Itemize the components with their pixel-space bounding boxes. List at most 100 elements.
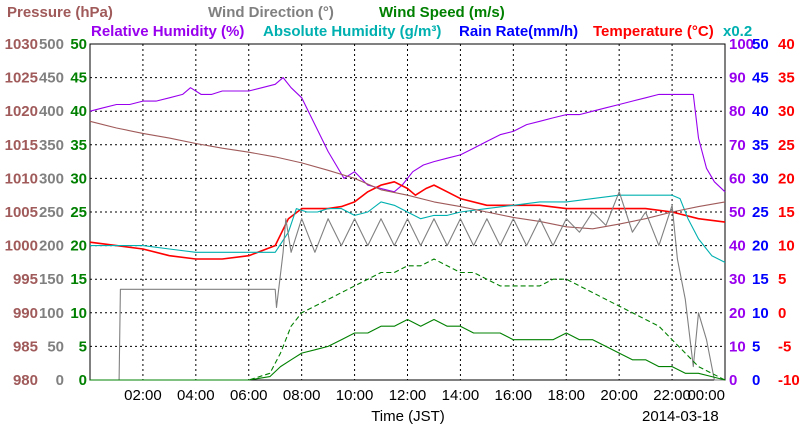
- y-tick-label-wind-speed: 20: [70, 238, 87, 255]
- y-tick-label-pressure: 980: [13, 372, 38, 389]
- x-tick-label: 08:00: [283, 387, 321, 404]
- y-tick-label-relative-humidity: 70: [729, 137, 746, 154]
- y-tick-label-relative-humidity: 50: [729, 204, 746, 221]
- y-tick-label-wind-speed: 50: [70, 36, 87, 53]
- y-tick-label-wind-speed: 5: [79, 338, 87, 355]
- y-tick-label-pressure: 995: [13, 271, 38, 288]
- y-tick-label-rain-rate: 20: [752, 238, 769, 255]
- y-tick-label-wind-direction: 150: [39, 271, 64, 288]
- x-tick-label: 22:00: [653, 387, 691, 404]
- y-tick-label-rain-rate: 25: [752, 204, 769, 221]
- y-axes: 9809859909951000100510101015102010251030…: [5, 36, 800, 389]
- y-tick-label-pressure: 1000: [5, 238, 38, 255]
- y-tick-label-rain-rate: 5: [752, 338, 760, 355]
- y-tick-label-pressure: 1015: [5, 137, 38, 154]
- y-tick-label-pressure: 1030: [5, 36, 38, 53]
- y-tick-label-wind-direction: 400: [39, 103, 64, 120]
- y-tick-label-wind-speed: 45: [70, 70, 87, 87]
- series-line: [89, 120, 726, 230]
- y-tick-label-wind-direction: 250: [39, 204, 64, 221]
- x-tick-label: 20:00: [600, 387, 638, 404]
- x-tick-label: 00:00: [687, 387, 725, 404]
- x-tick-label: 12:00: [389, 387, 427, 404]
- y-tick-label-wind-speed: 15: [70, 271, 87, 288]
- series-line: [90, 258, 726, 381]
- y-tick-label-relative-humidity: 30: [729, 271, 746, 288]
- y-tick-label-rain-rate: 45: [752, 70, 769, 87]
- y-tick-label-relative-humidity: 80: [729, 103, 746, 120]
- series-line: [90, 191, 725, 381]
- y-tick-label-relative-humidity: 10: [729, 338, 746, 355]
- y-tick-label-wind-direction: 350: [39, 137, 64, 154]
- y-tick-label-wind-direction: 450: [39, 70, 64, 87]
- x-axis-label: Time (JST): [371, 408, 445, 425]
- y-tick-label-pressure: 990: [13, 305, 38, 322]
- y-tick-label-relative-humidity: 100: [729, 36, 754, 53]
- y-tick-label-wind-direction: 100: [39, 305, 64, 322]
- series-line: [90, 318, 726, 381]
- y-tick-label-wind-speed: 30: [70, 170, 87, 187]
- y-tick-label-temperature: 10: [778, 238, 795, 255]
- legend-wind-direction: Wind Direction (°): [208, 4, 334, 21]
- y-tick-label-wind-speed: 40: [70, 103, 87, 120]
- y-tick-label-pressure: 1025: [5, 70, 38, 87]
- y-tick-label-wind-direction: 0: [56, 372, 64, 389]
- legend-rain-rate: Rain Rate(mm/h): [459, 23, 578, 40]
- y-tick-label-temperature: 25: [778, 137, 795, 154]
- series-line: [90, 194, 726, 263]
- x-tick-label: 06:00: [230, 387, 268, 404]
- x-tick-label: 10:00: [336, 387, 374, 404]
- legend-pressure: Pressure (hPa): [7, 4, 113, 21]
- x-tick-label: 14:00: [442, 387, 480, 404]
- y-tick-label-temperature: 15: [778, 204, 795, 221]
- x-tick-label: 16:00: [495, 387, 533, 404]
- chart-date: 2014-03-18: [642, 408, 719, 425]
- x-tick-label: 04:00: [177, 387, 215, 404]
- y-tick-label-temperature: 20: [778, 170, 795, 187]
- y-tick-label-rain-rate: 10: [752, 305, 769, 322]
- x-tick-label: 02:00: [124, 387, 162, 404]
- y-tick-label-pressure: 1010: [5, 170, 38, 187]
- y-tick-label-temperature: 0: [778, 305, 786, 322]
- y-tick-label-rain-rate: 15: [752, 271, 769, 288]
- y-tick-label-temperature: -10: [778, 372, 800, 389]
- series-line: [89, 181, 726, 260]
- y-tick-label-wind-direction: 50: [47, 338, 64, 355]
- y-tick-label-temperature: 35: [778, 70, 795, 87]
- y-tick-label-relative-humidity: 60: [729, 170, 746, 187]
- y-tick-label-temperature: 40: [778, 36, 795, 53]
- y-tick-label-relative-humidity: 90: [729, 70, 746, 87]
- y-tick-label-temperature: 30: [778, 103, 795, 120]
- y-tick-label-wind-direction: 500: [39, 36, 64, 53]
- y-tick-label-wind-speed: 25: [70, 204, 87, 221]
- x-tick-label: 18:00: [547, 387, 585, 404]
- y-tick-label-wind-direction: 300: [39, 170, 64, 187]
- grid: [90, 44, 725, 380]
- y-tick-label-pressure: 1020: [5, 103, 38, 120]
- x-axis: 02:00 04:00 06:00 08:00 10:00 12:00 14:00 16:00…: [124, 387, 725, 404]
- series-lines: [89, 77, 726, 381]
- y-tick-label-wind-speed: 0: [79, 372, 87, 389]
- legend-abs-scale: x0.2: [723, 23, 752, 40]
- y-tick-label-temperature: -5: [778, 338, 791, 355]
- y-tick-label-wind-direction: 200: [39, 238, 64, 255]
- y-tick-label-rain-rate: 40: [752, 103, 769, 120]
- y-tick-label-rain-rate: 50: [752, 36, 769, 53]
- y-tick-label-relative-humidity: 0: [729, 372, 737, 389]
- legend: Pressure (hPa) Wind Direction (°) Wind Spe…: [7, 4, 752, 40]
- y-tick-label-pressure: 985: [13, 338, 38, 355]
- y-tick-label-rain-rate: 0: [752, 372, 760, 389]
- legend-temperature: Temperature (°C): [593, 23, 714, 40]
- y-tick-label-relative-humidity: 20: [729, 305, 746, 322]
- legend-absolute-humidity: Absolute Humidity (g/m³): [263, 23, 441, 40]
- legend-wind-speed: Wind Speed (m/s): [379, 4, 505, 21]
- y-tick-label-pressure: 1005: [5, 204, 38, 221]
- y-tick-label-temperature: 5: [778, 271, 786, 288]
- y-tick-label-relative-humidity: 40: [729, 238, 746, 255]
- y-tick-label-wind-speed: 10: [70, 305, 87, 322]
- y-tick-label-rain-rate: 30: [752, 170, 769, 187]
- y-tick-label-rain-rate: 35: [752, 137, 769, 154]
- y-tick-label-wind-speed: 35: [70, 137, 87, 154]
- legend-relative-humidity: Relative Humidity (%): [91, 23, 244, 40]
